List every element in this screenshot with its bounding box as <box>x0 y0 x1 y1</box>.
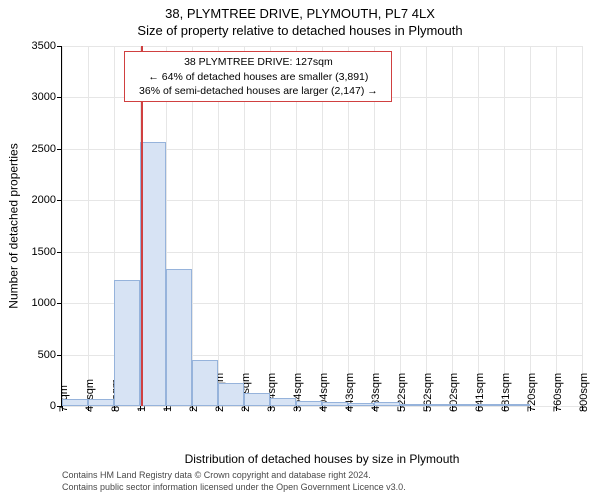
histogram-bar <box>270 398 296 406</box>
histogram-bar <box>400 404 426 406</box>
histogram-bar <box>166 269 192 406</box>
histogram-bar <box>244 393 270 406</box>
gridline-v <box>504 46 505 406</box>
histogram-bar <box>374 402 400 406</box>
copyright-line-2: Contains public sector information licen… <box>62 482 582 494</box>
chart-container: 38, PLYMTREE DRIVE, PLYMOUTH, PL7 4LX Si… <box>0 0 600 500</box>
x-axis-title: Distribution of detached houses by size … <box>62 452 582 466</box>
histogram-bar <box>452 404 478 406</box>
xtick-label: 760sqm <box>552 373 564 412</box>
page-title: 38, PLYMTREE DRIVE, PLYMOUTH, PL7 4LX <box>0 0 600 23</box>
xtick-label: 800sqm <box>578 373 590 412</box>
histogram-bar <box>322 402 348 406</box>
histogram-bar <box>192 360 218 406</box>
gridline-v <box>426 46 427 406</box>
y-axis-title: Number of detached properties <box>6 46 22 406</box>
xtick-label: 483sqm <box>370 373 382 412</box>
histogram-bar <box>140 142 166 406</box>
copyright-footer: Contains HM Land Registry data © Crown c… <box>62 470 582 493</box>
xtick-label: 602sqm <box>448 373 460 412</box>
histogram-bar <box>478 404 504 406</box>
xtick-label: 47sqm <box>84 379 96 412</box>
page-subtitle: Size of property relative to detached ho… <box>0 23 600 40</box>
gridline-v <box>582 46 583 406</box>
gridline-v <box>88 46 89 406</box>
xtick-label: 641sqm <box>474 373 486 412</box>
histogram-bar <box>62 399 88 406</box>
annotation-line: 36% of semi-detached houses are larger (… <box>131 84 385 98</box>
histogram-plot: 05001000150020002500300035007sqm47sqm86s… <box>62 46 582 406</box>
ytick-label: 500 <box>38 349 62 361</box>
annotation-line: 38 PLYMTREE DRIVE: 127sqm <box>131 55 385 69</box>
histogram-bar <box>426 404 452 406</box>
ytick-label: 3000 <box>32 91 62 103</box>
histogram-bar <box>218 383 244 406</box>
ytick-label: 3500 <box>32 40 62 52</box>
annotation-line: ← 64% of detached houses are smaller (3,… <box>131 70 385 84</box>
copyright-line-1: Contains HM Land Registry data © Crown c… <box>62 470 582 482</box>
ytick-label: 1000 <box>32 297 62 309</box>
histogram-bar <box>88 399 114 406</box>
xtick-label: 562sqm <box>422 373 434 412</box>
histogram-bar <box>296 401 322 406</box>
gridline-v <box>62 46 63 406</box>
xtick-label: 720sqm <box>526 373 538 412</box>
gridline-v <box>400 46 401 406</box>
annotation-box: 38 PLYMTREE DRIVE: 127sqm← 64% of detach… <box>124 51 392 102</box>
gridline-v <box>530 46 531 406</box>
xtick-label: 443sqm <box>344 373 356 412</box>
ytick-label: 2000 <box>32 194 62 206</box>
gridline-v <box>556 46 557 406</box>
ytick-label: 1500 <box>32 246 62 258</box>
xtick-label: 681sqm <box>500 373 512 412</box>
xtick-label: 364sqm <box>292 373 304 412</box>
gridline-v <box>478 46 479 406</box>
histogram-bar <box>348 403 374 406</box>
gridline-v <box>452 46 453 406</box>
histogram-bar <box>504 404 530 406</box>
xtick-label: 522sqm <box>396 373 408 412</box>
xtick-label: 404sqm <box>318 373 330 412</box>
histogram-bar <box>114 280 140 407</box>
ytick-label: 2500 <box>32 143 62 155</box>
